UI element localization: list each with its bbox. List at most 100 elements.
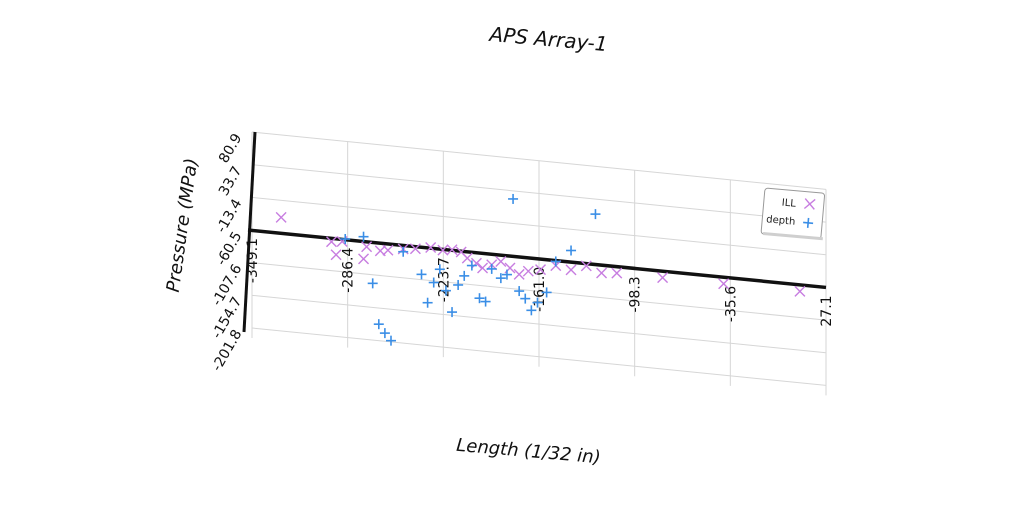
marker-stroke — [522, 265, 534, 277]
marker-stroke — [461, 252, 473, 264]
data-point-ill — [513, 268, 525, 280]
x-tick-label: -161.0 — [532, 267, 548, 312]
tick-labels: -201.8-154.7-107.6-60.5-13.433.780.9-349… — [209, 131, 835, 374]
data-point-depth — [440, 285, 451, 296]
data-point-ill — [358, 253, 370, 265]
marker-stroke — [477, 262, 489, 274]
data-point-depth — [422, 297, 433, 308]
data-point-depth — [508, 193, 519, 204]
data-point-ill — [437, 244, 449, 256]
marker-stroke — [611, 267, 623, 279]
data-point-ill — [596, 267, 608, 279]
data-point-depth — [474, 293, 485, 304]
marker-stroke — [803, 198, 816, 210]
data-point-depth — [486, 263, 497, 274]
data-point-depth — [480, 296, 491, 307]
data-point-depth — [428, 277, 439, 288]
marker-stroke — [358, 253, 370, 265]
marker-stroke — [374, 245, 386, 257]
data-point-depth — [550, 256, 561, 267]
marker-stroke — [565, 264, 577, 276]
y-axis-label: Pressure (MPa) — [163, 157, 203, 294]
x-axis-label: Length (1/32 in) — [455, 435, 601, 469]
plot-area: -201.8-154.7-107.6-60.5-13.433.780.9-349… — [209, 131, 835, 396]
data-point-ill — [461, 252, 473, 264]
data-point-ill — [477, 262, 489, 274]
grid — [251, 131, 827, 396]
data-points — [275, 193, 806, 346]
data-point-ill — [580, 260, 592, 272]
marker-stroke — [718, 278, 730, 290]
data-point-depth — [459, 270, 470, 281]
data-point-depth — [453, 279, 464, 290]
x-tick-label: -98.3 — [628, 276, 644, 312]
data-point-depth — [520, 293, 531, 304]
x-tick-label: -223.7 — [436, 257, 452, 302]
marker-stroke — [409, 243, 421, 255]
legend-marker-ill — [803, 198, 816, 210]
data-point-ill — [275, 211, 287, 223]
data-point-depth — [379, 328, 390, 339]
marker-stroke — [794, 285, 806, 297]
data-point-depth — [385, 335, 396, 346]
data-point-depth — [358, 231, 369, 242]
data-point-ill — [657, 272, 669, 284]
data-point-ill — [718, 278, 730, 290]
marker-stroke — [446, 244, 458, 256]
data-point-depth — [526, 305, 537, 316]
data-point-ill — [382, 244, 394, 256]
marker-stroke — [596, 267, 608, 279]
legend: ILL depth — [760, 187, 826, 241]
chart-title: APS Array-1 — [487, 22, 609, 56]
data-point-depth — [447, 307, 458, 318]
x-tick-label: -35.6 — [723, 286, 739, 322]
y-tick-label: 33.7 — [216, 164, 245, 199]
data-point-depth — [466, 260, 477, 271]
marker-stroke — [382, 244, 394, 256]
data-point-depth — [532, 297, 543, 308]
data-point-depth — [367, 278, 378, 289]
data-point-ill — [361, 241, 373, 253]
data-point-ill — [446, 244, 458, 256]
legend-shadow — [762, 232, 823, 241]
data-point-depth — [416, 269, 427, 280]
data-point-depth — [495, 273, 506, 284]
data-point-depth — [398, 246, 409, 257]
data-point-depth — [590, 209, 601, 220]
marker-stroke — [275, 211, 287, 223]
y-tick-label: -13.4 — [213, 196, 245, 235]
y-tick-label: -60.5 — [213, 229, 245, 268]
marker-stroke — [361, 241, 373, 253]
legend-label-ill: ILL — [781, 198, 796, 210]
x-tick-label: -286.4 — [341, 248, 357, 293]
data-point-depth — [541, 287, 552, 298]
data-point-depth — [373, 319, 384, 330]
data-point-ill — [535, 264, 547, 276]
data-point-depth — [514, 286, 525, 297]
data-point-ill — [330, 249, 342, 261]
legend-label-depth: depth — [766, 214, 796, 227]
x-tick-label: 27.1 — [819, 295, 835, 326]
data-point-ill — [495, 256, 507, 268]
marker-stroke — [495, 256, 507, 268]
y-axis-line — [242, 131, 257, 333]
marker-stroke — [330, 249, 342, 261]
data-point-ill — [794, 285, 806, 297]
marker-stroke — [806, 217, 810, 228]
marker-stroke — [455, 246, 467, 258]
data-point-ill — [325, 236, 337, 248]
y-tick-label: 80.9 — [216, 131, 245, 166]
legend-marker-depth — [803, 217, 814, 228]
marker-stroke — [470, 257, 482, 269]
data-point-ill — [565, 264, 577, 276]
data-point-ill — [425, 242, 437, 254]
data-point-depth — [501, 269, 512, 280]
legend-plus-mark — [803, 217, 814, 228]
marker-stroke — [325, 236, 337, 248]
marker-stroke — [437, 244, 449, 256]
data-point-depth — [566, 245, 577, 256]
data-point-ill — [611, 267, 623, 279]
marker-stroke — [580, 260, 592, 272]
marker-stroke — [657, 272, 669, 284]
